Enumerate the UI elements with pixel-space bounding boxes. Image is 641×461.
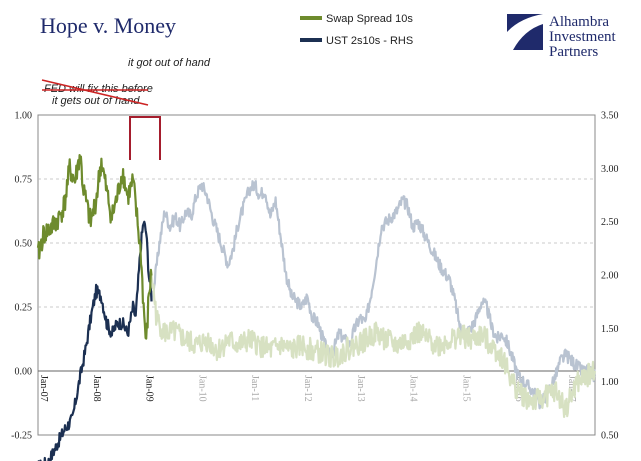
left-tick-label: 0.75 [15, 175, 33, 186]
brand-logo-swoosh [507, 14, 543, 50]
x-tick-label: Jan-07 [38, 375, 49, 402]
brand-line2: Investment [549, 29, 616, 45]
ust-2s10s-line-faded [150, 180, 597, 410]
right-tick-label: 2.00 [601, 271, 619, 282]
left-tick-label: 0.50 [15, 239, 33, 250]
right-tick-label: 3.00 [601, 164, 619, 175]
ust-2s10s-line-highlight [37, 220, 153, 461]
brand-line1: Alhambra [549, 14, 609, 30]
strike-line-1 [41, 79, 149, 106]
left-tick-label: 0.25 [15, 303, 33, 314]
annotation-top: it got out of hand [128, 57, 211, 69]
swap-spread-line-highlight [36, 154, 153, 340]
x-tick-label: Jan-12 [302, 375, 313, 402]
series-layer [36, 154, 597, 461]
brand-logo [507, 14, 543, 50]
right-tick-label: 1.50 [601, 324, 619, 335]
x-tick-label: Jan-13 [355, 375, 366, 402]
right-axis: 0.50 1.00 1.50 2.00 2.50 3.00 3.50 [601, 111, 619, 442]
annotation-struck-line2: it gets out of hand [52, 95, 140, 107]
x-tick-label: Jan-11 [249, 375, 260, 401]
chart-title: Hope v. Money [40, 13, 176, 38]
right-tick-label: 0.50 [601, 431, 619, 442]
x-tick-label: Jan-09 [144, 375, 155, 402]
grid [38, 178, 595, 372]
left-tick-label: 0.00 [15, 367, 33, 378]
x-tick-label: Jan-15 [460, 375, 471, 402]
left-tick-label: -0.25 [11, 431, 32, 442]
x-tick-label: Jan-10 [196, 375, 207, 402]
plot-frame [37, 114, 596, 436]
bracket-annotation [129, 116, 161, 160]
right-tick-label: 1.00 [601, 377, 619, 388]
x-tick-label: Jan-08 [91, 375, 102, 402]
x-tick-label: Jan-14 [408, 375, 419, 402]
legend-label-swap: Swap Spread 10s [326, 13, 413, 25]
legend-label-ust: UST 2s10s - RHS [326, 35, 413, 47]
right-tick-label: 3.50 [601, 111, 619, 122]
annotation-struck-line1: FED will fix this before [44, 83, 153, 95]
x-axis: Jan-07 Jan-08 Jan-09 Jan-10 Jan-11 Jan-12 Jan-… [38, 375, 577, 402]
left-tick-label: 1.00 [15, 111, 33, 122]
right-tick-label: 2.50 [601, 217, 619, 228]
swap-spread-line-faded [150, 275, 597, 418]
x-tick-label: Jan-17 [566, 375, 577, 402]
brand-line3: Partners [549, 44, 598, 60]
left-axis: -0.25 0.00 0.25 0.50 0.75 1.00 [11, 111, 32, 442]
